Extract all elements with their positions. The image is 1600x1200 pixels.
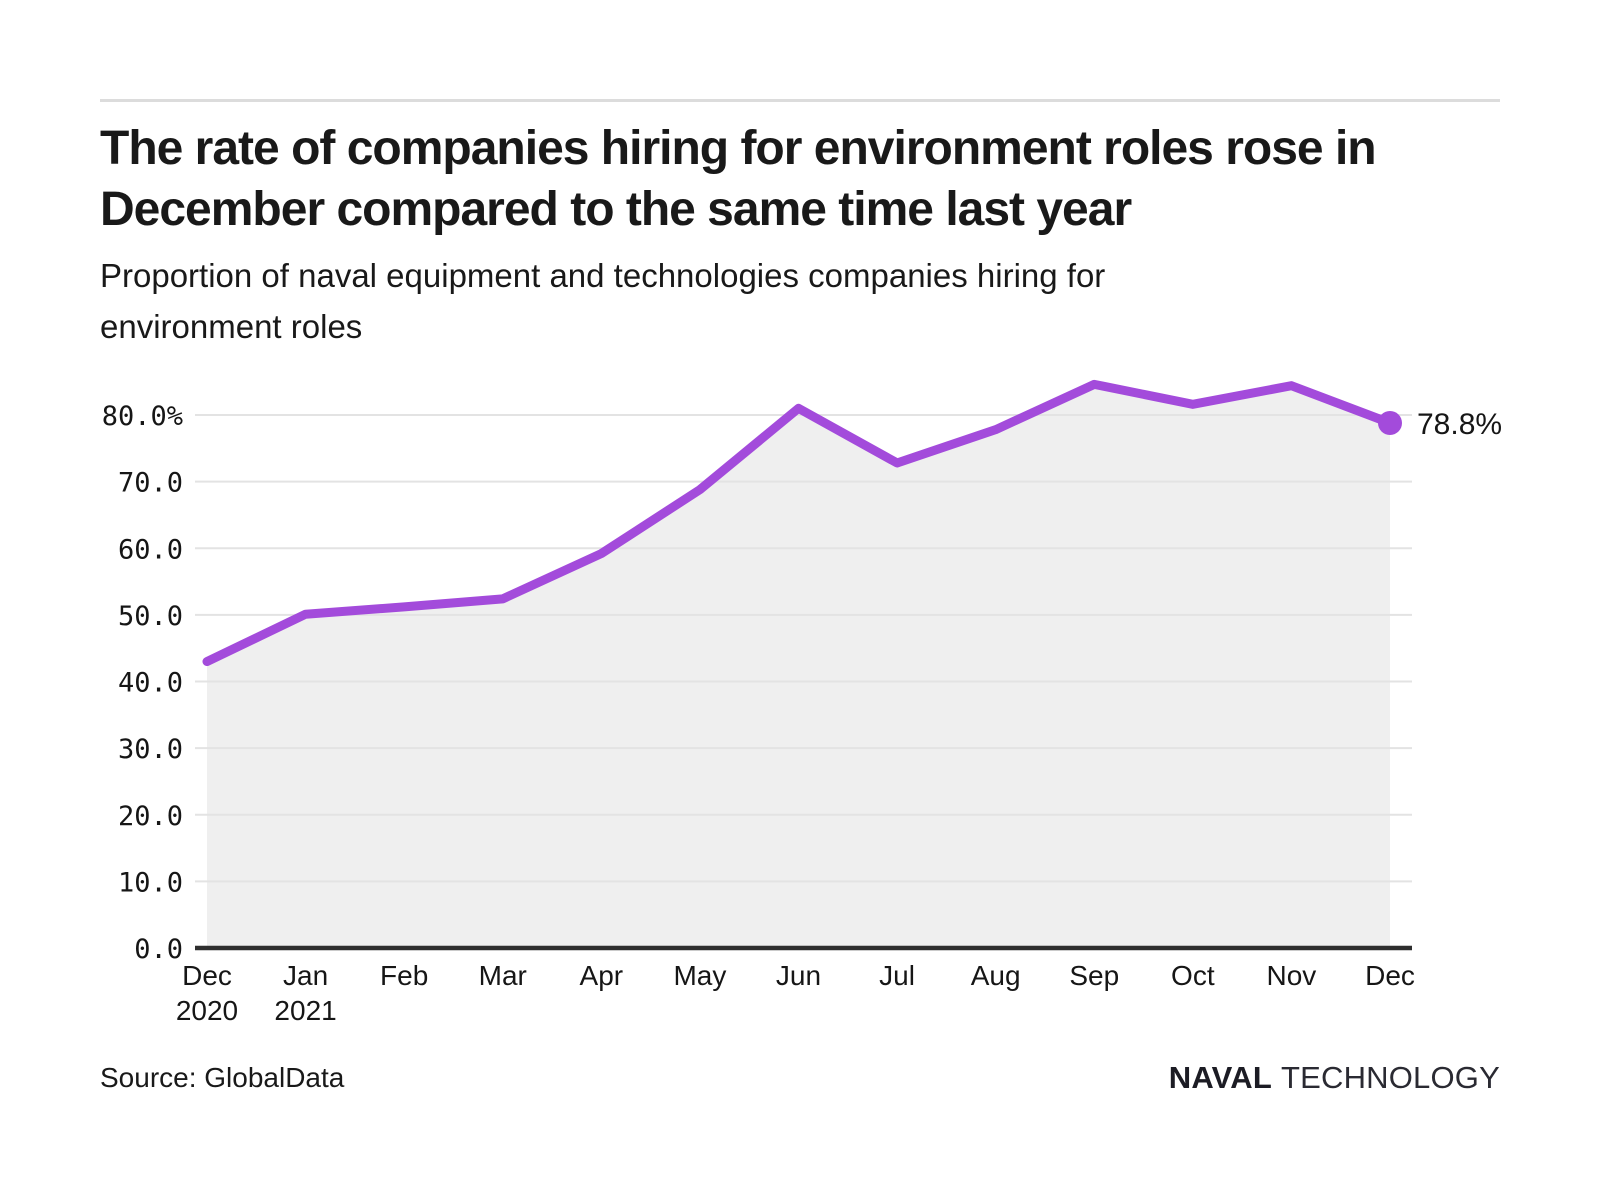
end-value-label: 78.8%	[1417, 408, 1502, 441]
y-tick-label: 40.0	[118, 668, 183, 699]
chart-subtitle: Proportion of naval equipment and techno…	[100, 257, 1106, 346]
x-tick-label: Mar	[479, 960, 527, 991]
x-tick-label: Nov	[1267, 960, 1317, 991]
x-tick-label: Sep	[1069, 960, 1119, 991]
x-tick-label: Dec	[182, 960, 232, 991]
x-tick-label: Aug	[971, 960, 1021, 991]
x-tick-label: Dec	[1365, 960, 1415, 991]
y-tick-label: 20.0	[118, 801, 183, 832]
line-chart: 80.0%70.060.050.040.030.020.010.00.0Dec2…	[102, 379, 1502, 1026]
y-tick-label: 70.0	[118, 468, 183, 499]
x-tick-year-label: 2020	[176, 995, 238, 1026]
publisher-logo: NAVAL TECHNOLOGY	[1169, 1060, 1500, 1096]
top-divider	[100, 99, 1500, 102]
y-tick-label: 0.0	[134, 934, 183, 965]
y-tick-label: 80.0%	[102, 401, 183, 432]
x-tick-label: Oct	[1171, 960, 1215, 991]
trend-line	[202, 379, 1395, 667]
x-tick-label: Jul	[879, 960, 915, 991]
source-label: Source: GlobalData	[100, 1062, 345, 1093]
logo-word-naval: NAVAL	[1168, 1060, 1272, 1095]
area-fill	[207, 384, 1390, 948]
x-tick-label: Feb	[380, 960, 428, 991]
x-tick-year-label: 2021	[274, 995, 336, 1026]
y-tick-label: 10.0	[118, 867, 183, 898]
x-tick-label: Jun	[776, 960, 821, 991]
x-tick-label: May	[673, 960, 726, 991]
x-tick-label: Apr	[580, 960, 624, 991]
logo-word-technology: TECHNOLOGY	[1280, 1060, 1500, 1095]
x-tick-label: Jan	[283, 960, 328, 991]
end-point-dot	[1377, 410, 1402, 435]
y-tick-label: 50.0	[118, 601, 183, 632]
y-tick-label: 60.0	[118, 534, 183, 565]
chart-title: The rate of companies hiring for environ…	[100, 122, 1377, 237]
y-tick-label: 30.0	[118, 734, 183, 765]
